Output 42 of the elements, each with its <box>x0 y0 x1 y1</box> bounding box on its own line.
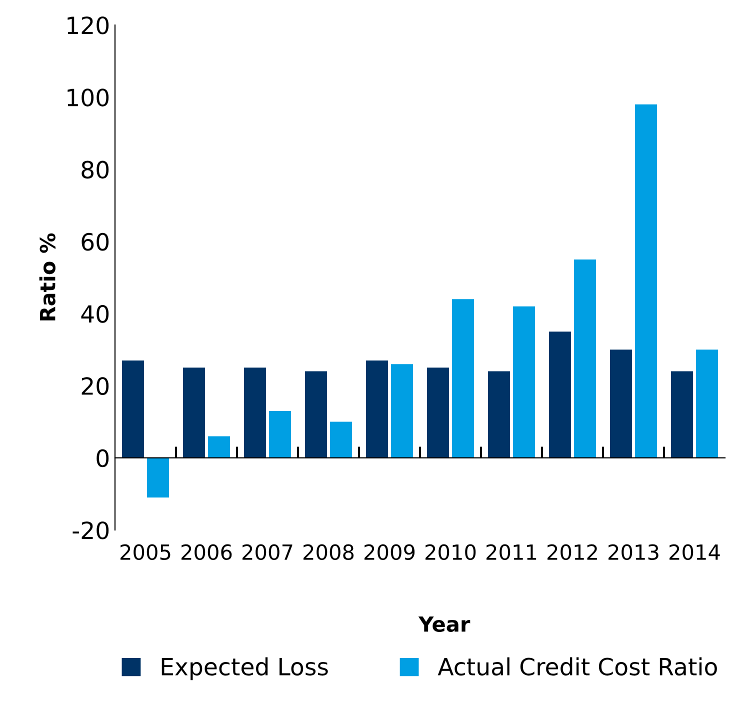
bar <box>147 458 169 498</box>
y-tick-label: -20 <box>72 521 109 540</box>
bar <box>671 371 693 458</box>
bar <box>122 360 144 458</box>
x-tick-label: 2013 <box>608 544 658 560</box>
bar <box>208 436 230 458</box>
y-tick-label: 40 <box>81 305 109 323</box>
bar <box>269 410 291 458</box>
legend-label: Expected Loss <box>162 657 328 680</box>
y-tick-label: 100 <box>68 88 109 106</box>
bar <box>452 299 474 458</box>
y-tick-label: 80 <box>82 160 109 179</box>
y-tick-label: 120 <box>68 16 109 34</box>
x-tick-label: 2009 <box>364 544 415 560</box>
x-tick-label: 2012 <box>548 544 597 560</box>
bar <box>391 364 413 458</box>
y-axis-title: Ratio % <box>39 233 56 320</box>
bar <box>610 350 632 458</box>
x-tick-label: 2010 <box>426 544 476 560</box>
bar <box>513 306 535 458</box>
y-tick-label: 0 <box>96 449 109 468</box>
x-tick-label: 2008 <box>304 544 354 560</box>
x-tick-label: 2014 <box>670 544 720 560</box>
bar <box>696 350 718 458</box>
bar <box>635 104 657 458</box>
bar <box>244 368 266 458</box>
bar <box>305 371 327 458</box>
bar <box>366 360 388 458</box>
x-axis-title: Year <box>418 616 470 632</box>
bar <box>574 259 596 458</box>
x-tick-label: 2007 <box>242 544 292 560</box>
x-tick-label: 2011 <box>486 544 536 560</box>
bar <box>330 422 352 458</box>
y-tick-label: 60 <box>82 232 109 251</box>
bar <box>549 332 571 458</box>
y-tick-label: 20 <box>82 377 109 396</box>
x-tick-label: 2006 <box>182 544 232 560</box>
bar <box>427 368 449 458</box>
x-tick-label: 2005 <box>120 544 170 560</box>
bar <box>183 368 205 458</box>
legend-label: Actual Credit Cost Ratio <box>438 657 717 676</box>
bar <box>488 371 510 458</box>
